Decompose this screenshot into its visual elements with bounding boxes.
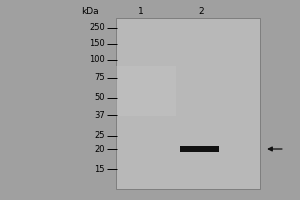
Text: 250: 250: [89, 23, 105, 32]
Text: 20: 20: [94, 144, 105, 154]
Bar: [116, 18, 260, 189]
Text: 37: 37: [94, 110, 105, 119]
Text: 50: 50: [94, 94, 105, 102]
Text: 15: 15: [94, 164, 105, 173]
Text: 100: 100: [89, 55, 105, 64]
Text: 25: 25: [94, 132, 105, 140]
Bar: [180, 146, 219, 152]
Text: 150: 150: [89, 40, 105, 48]
Text: kDa: kDa: [81, 6, 99, 16]
Text: 1: 1: [138, 6, 144, 16]
Text: 75: 75: [94, 73, 105, 82]
Text: 2: 2: [198, 6, 204, 16]
Bar: [116, 66, 176, 116]
